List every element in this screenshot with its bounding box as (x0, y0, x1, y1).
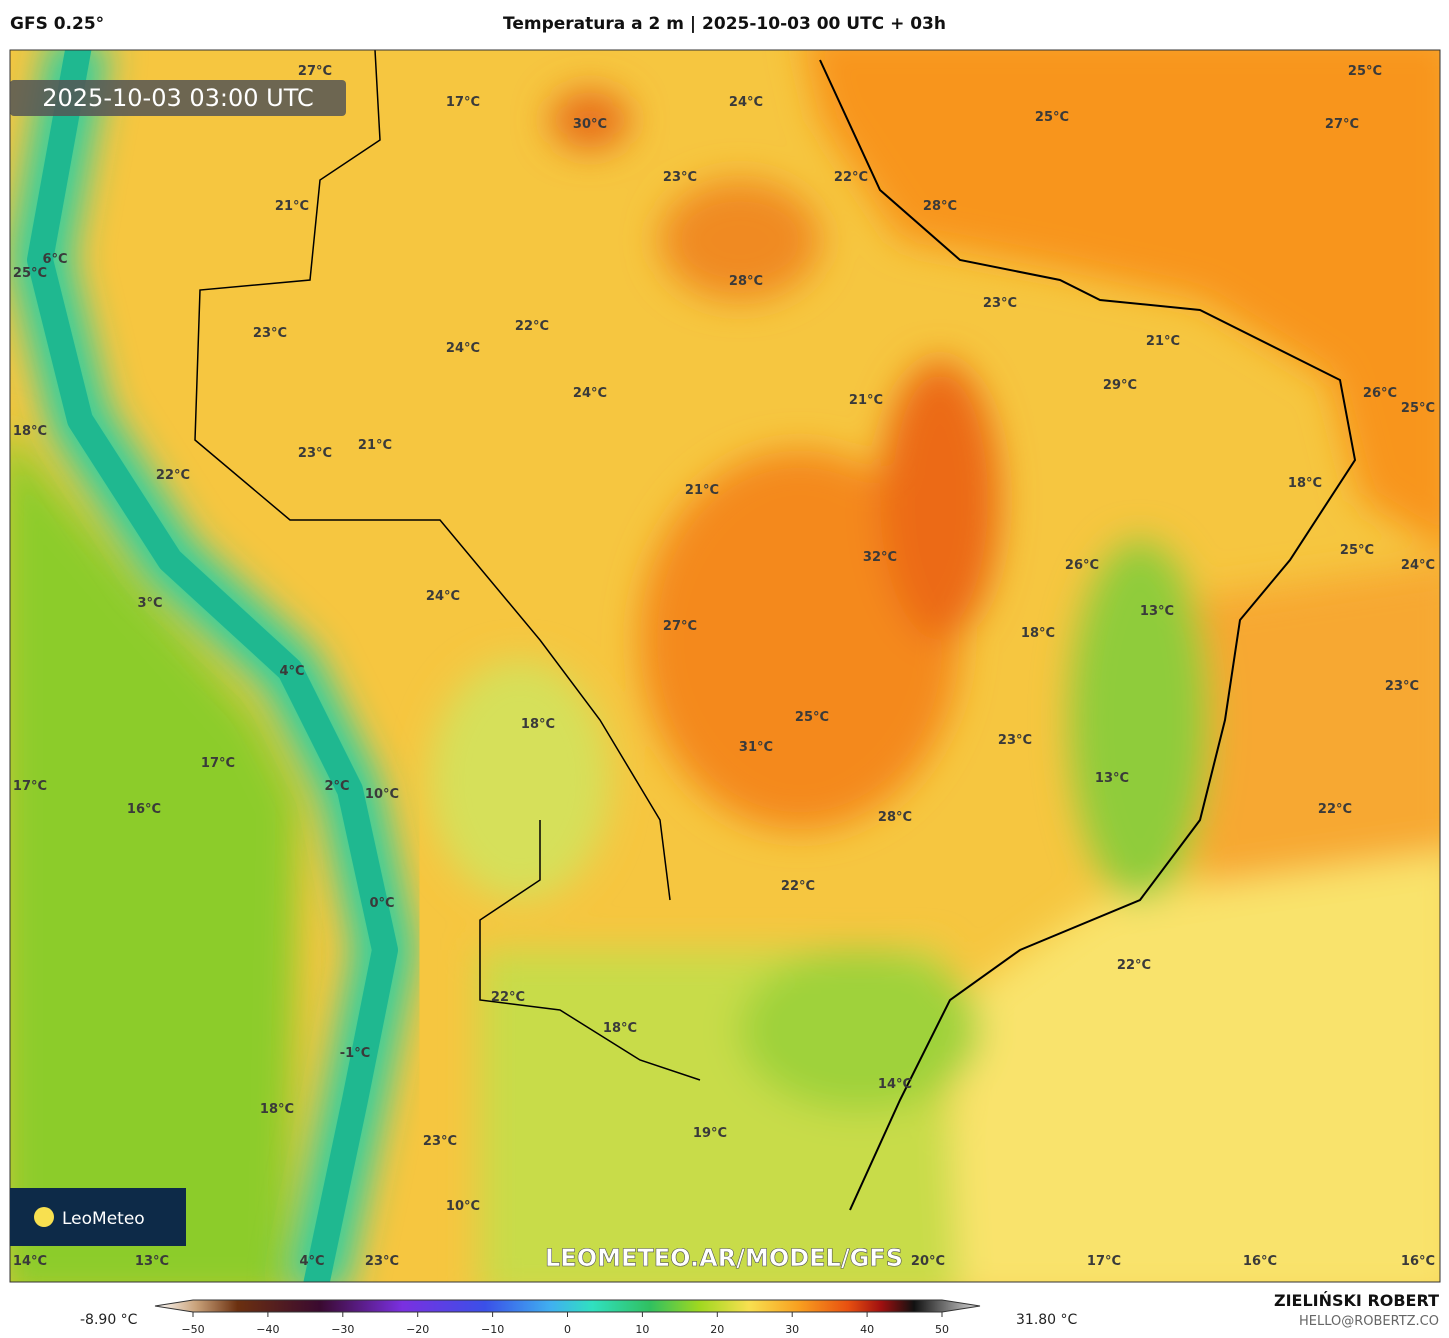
temp-label: 25°C (1340, 543, 1374, 558)
temp-label: 32°C (863, 550, 897, 565)
temp-label: 14°C (13, 1254, 47, 1269)
colorbar-tick-label: −40 (256, 1323, 279, 1336)
temp-label: 18°C (603, 1021, 637, 1036)
temp-label: 4°C (279, 664, 304, 679)
temp-label: 18°C (13, 424, 47, 439)
temp-label: 2°C (324, 779, 349, 794)
timestamp: 2025-10-03 03:00 UTC (42, 84, 313, 112)
temp-label: 24°C (1401, 558, 1435, 573)
temp-label: 23°C (663, 170, 697, 185)
temp-label: 17°C (201, 756, 235, 771)
colorbar-tick-label: −10 (481, 1323, 504, 1336)
temp-label: 19°C (693, 1126, 727, 1141)
temp-label: 10°C (446, 1199, 480, 1214)
temp-label: 17°C (1087, 1254, 1121, 1269)
temp-label: 3°C (137, 596, 162, 611)
temp-label: 13°C (1095, 771, 1129, 786)
temp-label: 13°C (135, 1254, 169, 1269)
temp-label: 25°C (1035, 110, 1069, 125)
temp-label: 17°C (446, 95, 480, 110)
temp-label: 27°C (298, 64, 332, 79)
email: HELLO@ROBERTZ.CO (1298, 1314, 1439, 1329)
colorbar-max: 31.80 °C (1016, 1312, 1078, 1328)
temp-label: 22°C (1117, 958, 1151, 973)
temp-label: 14°C (878, 1077, 912, 1092)
temp-label: 23°C (298, 446, 332, 461)
temp-label: 23°C (365, 1254, 399, 1269)
temp-label: 22°C (781, 879, 815, 894)
author: ZIELIŃSKI ROBERT (1273, 1291, 1439, 1310)
temp-label: 21°C (1146, 334, 1180, 349)
colorbar-tick-label: 20 (710, 1323, 724, 1336)
temp-label: 25°C (1401, 401, 1435, 416)
colorbar-tick-label: 50 (935, 1323, 949, 1336)
temp-label: 18°C (1288, 476, 1322, 491)
temp-label: 23°C (253, 326, 287, 341)
temp-label: 23°C (423, 1134, 457, 1149)
temp-label: 6°C (42, 252, 67, 267)
temp-label: 22°C (515, 319, 549, 334)
temp-label: 31°C (739, 740, 773, 755)
temp-label: 21°C (275, 199, 309, 214)
temp-label: 18°C (521, 717, 555, 732)
temp-label: 24°C (573, 386, 607, 401)
colorbar-tick-label: 40 (860, 1323, 874, 1336)
temp-label: 27°C (663, 619, 697, 634)
temp-label: 22°C (156, 468, 190, 483)
colorbar-tick-label: −30 (331, 1323, 354, 1336)
colorbar-tick-label: −50 (181, 1323, 204, 1336)
temp-label: -1°C (340, 1046, 370, 1061)
temp-label: 23°C (1385, 679, 1419, 694)
temp-label: 21°C (849, 393, 883, 408)
logo: LeoMeteo (62, 1209, 145, 1229)
temp-label: 27°C (1325, 117, 1359, 132)
temp-label: 16°C (1243, 1254, 1277, 1269)
temp-label: 18°C (260, 1102, 294, 1117)
temp-label: 17°C (13, 779, 47, 794)
temp-label: 28°C (729, 274, 763, 289)
temp-label: 29°C (1103, 378, 1137, 393)
temp-label: 23°C (983, 296, 1017, 311)
temp-label: 18°C (1021, 626, 1055, 641)
temp-label: 21°C (358, 438, 392, 453)
watermark: LEOMETEO.AR/MODEL/GFS (545, 1244, 903, 1272)
temp-label: 24°C (426, 589, 460, 604)
temp-label: 28°C (878, 810, 912, 825)
temp-label: 21°C (685, 483, 719, 498)
temp-label: 20°C (911, 1254, 945, 1269)
temp-label: 25°C (13, 266, 47, 281)
colorbar-tick-label: −20 (406, 1323, 429, 1336)
temp-label: 23°C (998, 733, 1032, 748)
temp-label: 16°C (1401, 1254, 1435, 1269)
temp-label: 22°C (491, 990, 525, 1005)
colorbar-tick-label: 0 (564, 1323, 571, 1336)
temp-label: 24°C (446, 341, 480, 356)
temp-label: 28°C (923, 199, 957, 214)
temp-label: 22°C (1318, 802, 1352, 817)
temp-label: 25°C (1348, 64, 1382, 79)
colorbar-tick-label: 10 (635, 1323, 649, 1336)
temp-label: 0°C (369, 896, 394, 911)
model-name: GFS 0.25° (10, 14, 105, 34)
temp-label: 16°C (127, 802, 161, 817)
colorbar-min: -8.90 °C (80, 1312, 138, 1328)
map-title: Temperatura a 2 m | 2025-10-03 00 UTC + … (503, 14, 946, 34)
temp-label: 22°C (834, 170, 868, 185)
temp-label: 24°C (729, 95, 763, 110)
temp-label: 13°C (1140, 604, 1174, 619)
temp-label: 10°C (365, 787, 399, 802)
temp-label: 26°C (1065, 558, 1099, 573)
colorbar-tick-label: 30 (785, 1323, 799, 1336)
temp-label: 4°C (299, 1254, 324, 1269)
temp-label: 25°C (795, 710, 829, 725)
temp-label: 26°C (1363, 386, 1397, 401)
temp-label: 30°C (573, 117, 607, 132)
